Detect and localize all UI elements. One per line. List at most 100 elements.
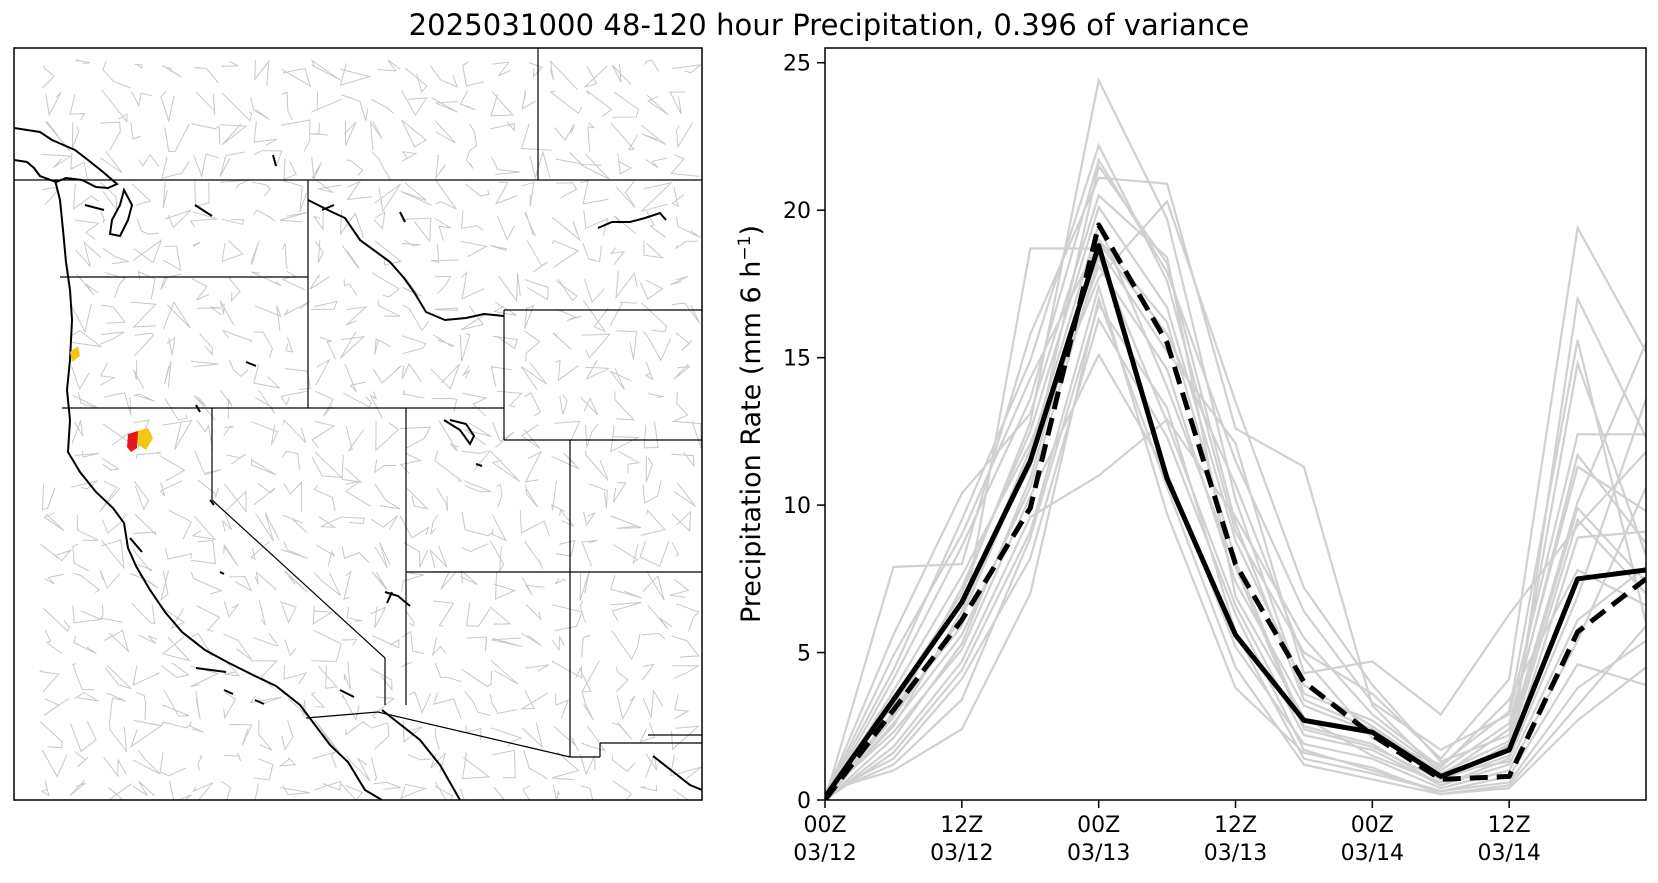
basin-boundary — [169, 780, 192, 800]
basin-boundary — [339, 63, 372, 86]
basin-boundary — [345, 425, 365, 452]
basin-boundary — [370, 606, 387, 628]
basin-boundary — [253, 121, 278, 146]
basin-boundary — [641, 632, 666, 640]
summary-series — [825, 222, 1646, 800]
basin-boundary — [552, 332, 572, 350]
y-tick-label: 10 — [783, 494, 811, 519]
basin-boundary — [251, 421, 279, 446]
basin-boundary — [434, 155, 446, 180]
basin-boundary — [523, 330, 541, 362]
basin-boundary — [400, 182, 432, 206]
basin-boundary — [255, 512, 280, 542]
basin-boundary — [461, 752, 491, 780]
basin-boundary — [579, 570, 590, 601]
basin-boundary — [643, 240, 665, 259]
ensemble-member-line-10 — [825, 417, 1646, 800]
basin-boundary — [554, 124, 575, 141]
x-tick-label-time: 12Z — [940, 813, 983, 838]
basin-boundary — [612, 91, 640, 118]
basin-boundary — [581, 634, 591, 658]
basin-boundary — [374, 483, 401, 510]
basin-boundary — [671, 725, 700, 751]
basin-boundary — [71, 418, 84, 444]
basin-boundary — [401, 335, 427, 355]
basin-boundary — [404, 609, 415, 627]
basin-boundary — [433, 334, 455, 348]
basin-boundary — [283, 157, 297, 181]
basin-boundary — [316, 180, 342, 194]
basin-boundary — [377, 300, 401, 317]
basin-boundary — [42, 65, 55, 89]
basin-boundary — [466, 636, 488, 652]
basin-boundary — [584, 65, 608, 88]
basin-boundary — [223, 543, 239, 567]
basin-boundary — [403, 542, 429, 568]
basin-boundary — [131, 91, 153, 108]
basin-boundary — [340, 516, 366, 525]
basin-boundary — [639, 540, 670, 567]
basin-boundary — [162, 64, 182, 78]
basin-boundary — [672, 420, 702, 448]
basin-boundary — [191, 539, 217, 565]
basin-boundary — [461, 543, 489, 553]
basin-boundary — [130, 720, 163, 749]
basin-boundary — [555, 359, 579, 382]
basin-boundary — [100, 539, 125, 570]
basin-boundary — [401, 363, 422, 382]
basin-boundary — [431, 636, 447, 657]
basin-boundary — [162, 419, 193, 450]
basin-boundary — [164, 209, 192, 229]
basin-boundary — [258, 600, 266, 626]
basin-boundary — [71, 330, 103, 348]
x-tick-label-time: 12Z — [1488, 813, 1531, 838]
basin-boundary — [227, 276, 241, 302]
basin-boundary — [315, 358, 331, 386]
basin-boundary — [460, 270, 485, 300]
basin-boundary — [465, 151, 474, 169]
river-basin-boundaries — [38, 59, 702, 800]
basin-boundary — [490, 245, 508, 252]
basin-boundary — [221, 240, 244, 263]
basin-boundary — [40, 543, 73, 562]
basin-boundary — [645, 157, 668, 169]
basin-boundary — [311, 59, 341, 81]
basin-boundary — [223, 425, 234, 436]
basin-boundary — [615, 666, 629, 693]
ensemble-member-line-14 — [825, 199, 1646, 800]
basin-boundary — [555, 152, 583, 165]
basin-boundary — [103, 756, 127, 778]
basin-boundary — [403, 217, 432, 243]
basin-boundary — [521, 181, 535, 207]
basin-boundary — [99, 604, 123, 623]
basin-boundary — [161, 607, 186, 630]
basin-boundary — [42, 607, 71, 632]
basin-boundary — [250, 541, 270, 561]
basin-boundary — [579, 753, 596, 776]
basin-boundary — [278, 757, 297, 767]
basin-boundary — [45, 629, 63, 655]
basin-boundary — [160, 570, 169, 602]
basin-boundary — [524, 279, 549, 301]
ensemble-member-line-18 — [825, 282, 1646, 800]
basin-boundary — [344, 121, 357, 146]
basin-boundary — [190, 360, 219, 368]
basin-boundary — [253, 150, 283, 168]
basin-boundary — [555, 539, 576, 557]
basin-boundary — [552, 604, 583, 632]
basin-boundary — [285, 337, 294, 353]
basin-boundary — [283, 481, 302, 512]
basin-boundary — [552, 784, 560, 800]
basin-boundary — [370, 668, 393, 692]
basin-boundary — [580, 180, 609, 205]
basin-boundary — [253, 632, 279, 647]
basin-boundary — [406, 488, 429, 510]
basin-boundary — [258, 720, 273, 751]
basin-boundary — [250, 97, 270, 120]
basin-boundary — [249, 695, 283, 705]
basin-boundary — [70, 152, 88, 180]
basin-boundary — [520, 632, 542, 646]
basin-boundary — [497, 390, 523, 408]
basin-boundary — [100, 211, 106, 224]
basin-boundary — [315, 544, 336, 567]
